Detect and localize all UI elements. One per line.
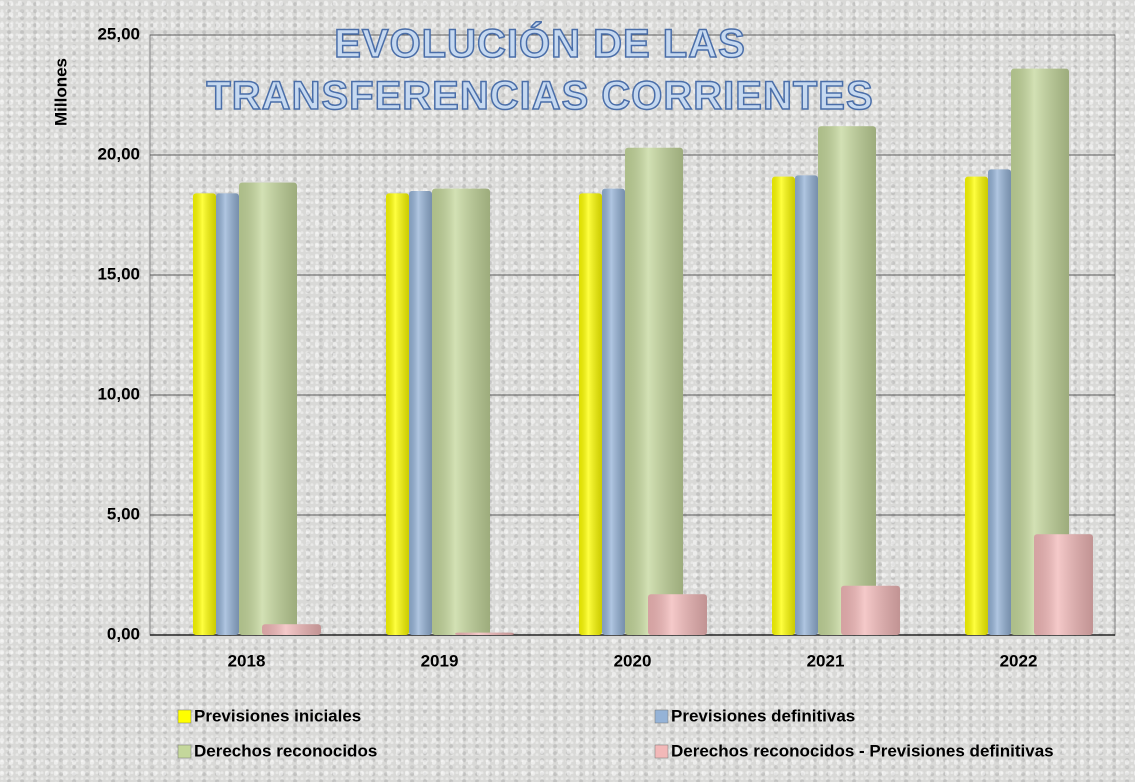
x-tick-label: 2022 (1000, 651, 1038, 670)
x-tick-label: 2018 (228, 651, 266, 670)
bar (1011, 68, 1069, 636)
legend-label: Previsiones iniciales (194, 706, 361, 725)
y-axis-label: Millones (51, 58, 70, 126)
bar (625, 147, 683, 636)
legend-swatch (177, 744, 192, 759)
bar (579, 193, 602, 635)
x-tick-label: 2020 (614, 651, 652, 670)
bar (648, 594, 707, 635)
bar (262, 624, 321, 635)
bar (216, 193, 239, 635)
bar (841, 585, 900, 635)
legend-swatch (654, 709, 669, 724)
legend-label: Derechos reconocidos (194, 741, 377, 760)
bar (772, 176, 795, 635)
bar (988, 169, 1011, 635)
legend-label: Derechos reconocidos - Previsiones defin… (671, 741, 1054, 760)
bar (193, 193, 216, 635)
y-tick-label: 15,00 (97, 264, 140, 283)
bar (1034, 534, 1093, 635)
bar (432, 188, 490, 635)
y-tick-label: 10,00 (97, 384, 140, 403)
y-tick-label: 25,00 (97, 24, 140, 43)
y-tick-label: 0,00 (107, 624, 140, 643)
bar (239, 182, 297, 635)
chart-title: EVOLUCIÓN DE LAS TRANSFERENCIAS CORRIENT… (206, 21, 874, 119)
bar (818, 126, 876, 635)
y-tick-label: 5,00 (107, 504, 140, 523)
x-tick-label: 2021 (807, 651, 845, 670)
bar (455, 632, 514, 635)
bar (602, 188, 625, 635)
bar (409, 191, 432, 635)
bar (386, 193, 409, 635)
bar (965, 176, 988, 635)
x-tick-label: 2019 (421, 651, 459, 670)
y-tick-label: 20,00 (97, 144, 140, 163)
bar (795, 175, 818, 635)
legend-swatch (177, 709, 192, 724)
legend-label: Previsiones definitivas (671, 706, 855, 725)
legend-swatch (654, 744, 669, 759)
